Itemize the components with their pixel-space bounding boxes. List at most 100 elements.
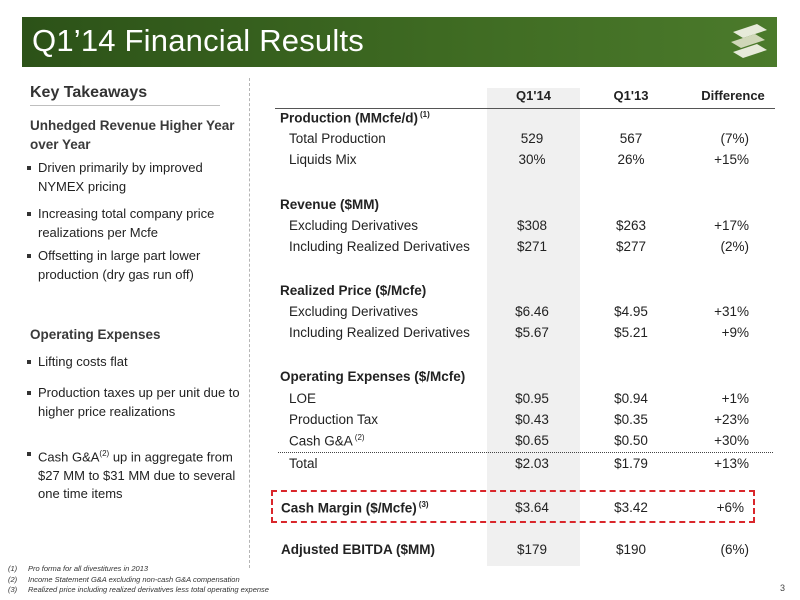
- cell-q13: $5.21: [614, 325, 648, 340]
- cell-q14: $179: [516, 542, 548, 557]
- cell-q14: 529: [520, 131, 544, 146]
- footnote-ref: (1): [420, 110, 430, 119]
- cell-diff: (7%): [720, 131, 749, 146]
- header-q14: Q1'14: [516, 88, 551, 103]
- row-heading-production: Production (MMcfe/d) (1): [280, 110, 430, 126]
- header-rule: [275, 108, 775, 109]
- footnote-text: Income Statement G&A excluding non-cash …: [28, 574, 240, 584]
- bullet-text: Driven primarily by improved NYMEX prici…: [38, 160, 203, 194]
- cell-q13: $0.35: [614, 412, 648, 427]
- footnote-number: (2): [8, 574, 18, 584]
- cell-q14: $5.67: [515, 325, 549, 340]
- cell-q13: $277: [615, 239, 647, 254]
- footnote: (1) Pro forma for all divestitures in 20…: [8, 564, 608, 575]
- title-bar: Q1’14 Financial Results: [22, 17, 777, 67]
- page-title: Q1’14 Financial Results: [32, 23, 364, 58]
- cell-diff: (2%): [720, 239, 749, 254]
- row-label: Total Production: [289, 131, 386, 146]
- cell-q13: $4.95: [614, 304, 648, 319]
- bullet-text: Lifting costs flat: [38, 354, 128, 369]
- cell-q13: 567: [619, 131, 643, 146]
- row-heading-realized-price: Realized Price ($/Mcfe): [280, 283, 427, 298]
- bullet-item: Lifting costs flat: [27, 353, 248, 372]
- total-rule: [278, 452, 773, 453]
- footnote-ref: (3): [418, 500, 429, 509]
- bullet-square-icon: [27, 391, 31, 395]
- bullet-item: Offsetting in large part lower productio…: [27, 247, 248, 284]
- row-label: Liquids Mix: [289, 152, 357, 167]
- footnote-ref: (2): [354, 433, 365, 442]
- bullet-item: Production taxes up per unit due to high…: [27, 384, 248, 421]
- section-heading-opex: Operating Expenses: [30, 327, 161, 342]
- bullet-item: Driven primarily by improved NYMEX prici…: [27, 159, 248, 196]
- cell-q13: 26%: [617, 152, 645, 167]
- bullet-square-icon: [27, 360, 31, 364]
- bullet-item: Cash G&A(2) up in aggregate from $27 MM …: [27, 445, 248, 504]
- footnotes: (1) Pro forma for all divestitures in 20…: [8, 564, 608, 596]
- row-label-cash-ga: Cash G&A (2): [289, 433, 365, 449]
- cell-diff: +15%: [714, 152, 749, 167]
- bullet-item: Increasing total company price realizati…: [27, 205, 248, 242]
- row-label-total: Total: [289, 456, 318, 471]
- bullet-square-icon: [27, 254, 31, 258]
- cell-q13: $1.79: [614, 456, 648, 471]
- cell-diff: +23%: [714, 412, 749, 427]
- cell-q14: $0.43: [515, 412, 549, 427]
- bullet-text: Offsetting in large part lower productio…: [38, 248, 201, 282]
- bullet-square-icon: [27, 166, 31, 170]
- cell-q13: $190: [615, 542, 647, 557]
- cell-q14: $0.65: [515, 433, 549, 448]
- footnote-text: Realized price including realized deriva…: [28, 585, 269, 594]
- header-difference: Difference: [701, 88, 765, 103]
- cell-q14: $271: [516, 239, 548, 254]
- bullet-text: Increasing total company price realizati…: [38, 206, 215, 240]
- row-label: Excluding Derivatives: [289, 304, 419, 319]
- key-takeaways-heading: Key Takeaways: [30, 84, 220, 106]
- cell-diff: +6%: [716, 500, 744, 515]
- q14-column-shading: [487, 88, 580, 566]
- footnote-ref: (2): [99, 449, 110, 458]
- footnote-text: Pro forma for all divestitures in 2013: [28, 564, 149, 573]
- row-label: LOE: [289, 391, 317, 406]
- bullet-text-cash-ga-rest: up in aggregate from $27 MM to $31 MM du…: [38, 449, 236, 502]
- cell-q14: $6.46: [515, 304, 549, 319]
- bullet-text: Production taxes up per unit due to high…: [38, 385, 240, 419]
- footnote-number: (3): [8, 585, 18, 594]
- cell-diff: (6%): [720, 542, 749, 557]
- row-label: Including Realized Derivatives: [289, 325, 470, 340]
- row-label-cash-margin: Cash Margin ($/Mcfe) (3): [281, 500, 429, 516]
- row-label-adjusted-ebitda: Adjusted EBITDA ($MM): [281, 542, 435, 557]
- column-divider: [249, 78, 250, 568]
- cell-q14: $308: [516, 218, 548, 233]
- row-heading-revenue: Revenue ($MM): [280, 197, 380, 212]
- footnote-number: (1): [8, 564, 18, 573]
- cash-margin-highlight-box: [271, 490, 755, 523]
- header-q13: Q1'13: [613, 88, 649, 103]
- cell-diff: +9%: [721, 325, 749, 340]
- row-label: Excluding Derivatives: [289, 218, 419, 233]
- footnote: (3) Realized price including realized de…: [8, 585, 608, 596]
- row-label: Production Tax: [289, 412, 379, 427]
- bullet-text-cash-ga: Cash G&A: [38, 449, 100, 465]
- cell-q14: $3.64: [515, 500, 549, 515]
- cell-q13: $0.94: [614, 391, 648, 406]
- bullet-square-icon: [27, 452, 31, 456]
- cell-q14: $0.95: [515, 391, 549, 406]
- footnote: (2) Income Statement G&A excluding non-c…: [8, 575, 608, 586]
- company-logo-icon: [731, 24, 767, 58]
- cell-q14: 30%: [518, 152, 546, 167]
- row-label: Including Realized Derivatives: [289, 239, 470, 254]
- section-heading-revenue: Unhedged Revenue Higher Year over Year: [30, 118, 235, 152]
- cell-diff: +1%: [721, 391, 749, 406]
- cell-diff: +30%: [714, 433, 749, 448]
- cell-q13: $263: [615, 218, 647, 233]
- cell-diff: +17%: [714, 218, 749, 233]
- bullet-square-icon: [27, 212, 31, 216]
- page-number: 3: [780, 583, 786, 593]
- row-heading-operating-expenses: Operating Expenses ($/Mcfe): [280, 369, 466, 384]
- cell-diff: +13%: [714, 456, 749, 471]
- cell-diff: +31%: [714, 304, 749, 319]
- cell-q13: $0.50: [614, 433, 648, 448]
- cell-q14: $2.03: [515, 456, 549, 471]
- cell-q13: $3.42: [614, 500, 648, 515]
